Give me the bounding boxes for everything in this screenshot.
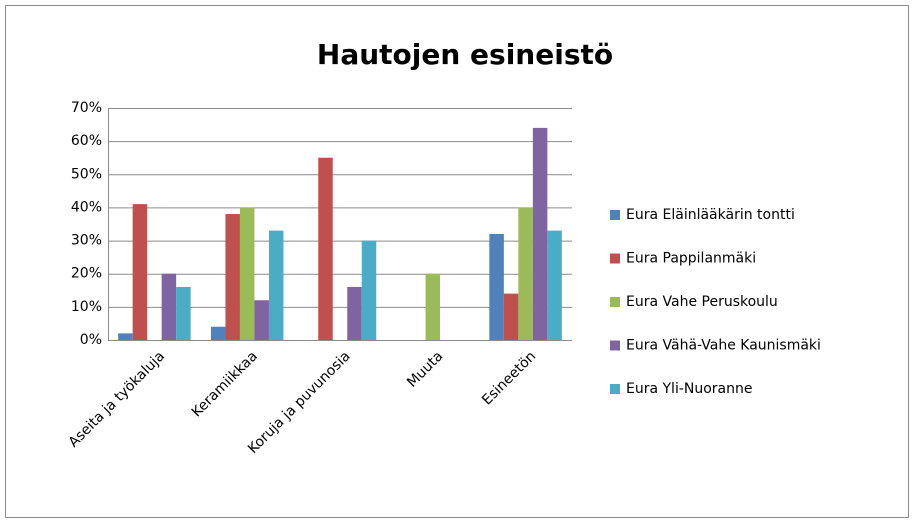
y-tick-label: 30% bbox=[71, 233, 102, 249]
legend-swatch bbox=[610, 297, 620, 307]
chart-border bbox=[5, 5, 909, 518]
bar bbox=[347, 286, 362, 340]
bar bbox=[518, 207, 533, 340]
bar bbox=[254, 300, 269, 340]
legend-swatch bbox=[610, 340, 620, 351]
bar bbox=[503, 293, 519, 340]
y-tick-label: 70% bbox=[71, 100, 102, 116]
y-tick-label: 20% bbox=[71, 266, 102, 282]
y-tick-label: 10% bbox=[71, 299, 102, 315]
bar bbox=[318, 157, 333, 340]
legend-label: Eura Eläinlääkärin tontti bbox=[626, 207, 795, 223]
bar bbox=[489, 233, 504, 340]
legend-label: Eura Pappilanmäki bbox=[626, 251, 756, 267]
bar bbox=[210, 326, 226, 340]
bar bbox=[118, 333, 133, 340]
legend-label: Eura Yli-Nuoranne bbox=[626, 381, 753, 397]
bar bbox=[361, 240, 377, 340]
legend-label: Eura Vähä-Vahe Kaunismäki bbox=[626, 338, 821, 354]
bar bbox=[532, 127, 548, 340]
legend-swatch bbox=[610, 384, 620, 394]
bar bbox=[547, 230, 562, 340]
bar bbox=[225, 214, 240, 340]
bar bbox=[425, 273, 441, 340]
legend-swatch bbox=[610, 210, 620, 220]
bar bbox=[132, 204, 148, 340]
y-tick-label: 0% bbox=[80, 332, 102, 348]
bar bbox=[176, 286, 191, 340]
bar bbox=[161, 273, 177, 340]
bar bbox=[239, 207, 255, 340]
chart-title: Hautojen esineistö bbox=[317, 38, 613, 71]
bar bbox=[268, 230, 284, 340]
legend-label: Eura Vahe Peruskoulu bbox=[626, 294, 778, 310]
y-tick-label: 40% bbox=[71, 199, 102, 215]
legend-swatch bbox=[610, 253, 620, 264]
y-tick-label: 50% bbox=[71, 166, 102, 182]
y-tick-label: 60% bbox=[71, 133, 102, 149]
